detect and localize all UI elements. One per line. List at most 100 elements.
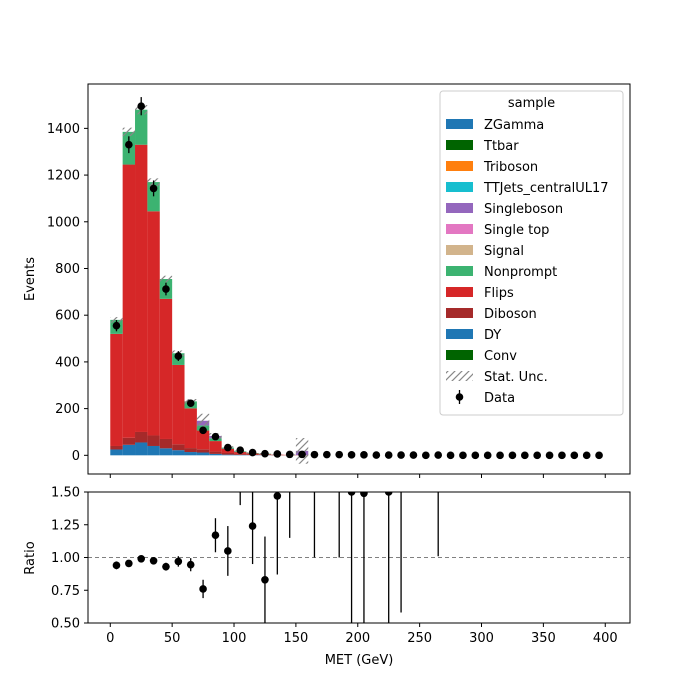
data-point: [199, 426, 207, 435]
ratio-y-tick-label: 1.50: [51, 486, 80, 501]
ratio-point: [224, 547, 232, 555]
ratio-point: [186, 560, 195, 569]
legend-swatch: [446, 350, 473, 360]
bar-dy: [147, 445, 160, 456]
ratio-points: [112, 292, 442, 623]
bar-dy: [172, 450, 185, 456]
main-x-ticks: [109, 474, 606, 478]
bar-dy: [209, 453, 222, 456]
bar-nonprompt: [135, 109, 148, 145]
data-point: [310, 450, 319, 459]
bar-flips: [209, 441, 222, 452]
data-point: [496, 451, 504, 460]
stat-unc-band: [159, 275, 173, 283]
ratio-point: [273, 492, 282, 500]
ratio-y-axis-label: Ratio: [23, 541, 38, 574]
ratio-point: [162, 562, 170, 571]
bar-flips: [196, 430, 210, 450]
bar-diboson: [209, 451, 222, 454]
ratio-point: [286, 357, 294, 365]
y-tick-label: 1000: [47, 215, 80, 230]
ratio-point: [360, 492, 368, 498]
data-point: [224, 443, 232, 452]
y-tick-label: 400: [55, 355, 80, 370]
ratio-y-ticks: 0.50 0.75 1.00 1.25 1.50: [51, 486, 88, 632]
legend-label: ZGamma: [484, 118, 544, 133]
ratio-point: [397, 423, 405, 431]
bar-dy: [122, 444, 136, 456]
x-tick-label: 150: [283, 631, 308, 646]
data-point: [422, 451, 430, 460]
bar-dy: [184, 452, 197, 456]
legend-swatch: [446, 329, 473, 339]
data-point: [360, 451, 368, 459]
ratio-y-tick-label: 0.75: [51, 584, 80, 599]
data-point: [162, 285, 170, 293]
bar-diboson: [159, 438, 173, 449]
data-point: [236, 446, 245, 454]
data-point: [521, 451, 529, 460]
main-y-axis-label: Events: [23, 257, 38, 301]
legend-label: Stat. Unc.: [484, 370, 548, 385]
bar-diboson: [172, 444, 185, 451]
y-tick-label: 200: [55, 402, 80, 417]
data-point: [186, 399, 195, 408]
ratio-point: [384, 492, 393, 496]
legend-swatch: [446, 266, 473, 276]
ratio-point: [335, 292, 343, 300]
data-point: [409, 451, 418, 459]
data-point: [384, 451, 393, 459]
main-axes-frame: [87, 83, 631, 475]
data-point: [483, 451, 492, 460]
ratio-point: [434, 423, 442, 431]
y-tick-label: 800: [55, 262, 80, 277]
legend-title: sample: [508, 96, 555, 111]
legend-swatch-stat-unc: [446, 371, 473, 381]
data-point: [112, 321, 121, 330]
data-point: [174, 352, 183, 360]
data-point: [397, 451, 405, 459]
data-point: [211, 432, 220, 441]
legend-swatch: [446, 245, 473, 255]
legend-swatch: [446, 203, 473, 213]
legend-swatch: [446, 308, 473, 318]
y-tick-label: 0: [72, 449, 80, 464]
main-y-ticks: 0 200 400 600 800 1000 1200 1400: [47, 122, 88, 464]
x-tick-label: 250: [407, 631, 432, 646]
data-point: [137, 102, 146, 110]
bar-diboson: [221, 452, 235, 455]
bar-flips: [135, 144, 148, 432]
legend-label: Triboson: [483, 160, 538, 175]
legend-label: Flips: [484, 286, 514, 301]
x-tick-label: 0: [106, 631, 114, 646]
stat-unc-band: [196, 413, 210, 428]
legend-swatch: [446, 287, 473, 297]
ratio-y-tick-label: 1.00: [51, 551, 80, 566]
legend-data-marker: [455, 393, 464, 401]
ratio-point: [248, 522, 257, 530]
legend-label: DY: [484, 328, 501, 343]
y-tick-label: 1200: [47, 169, 80, 184]
legend-swatch: [446, 119, 473, 129]
ratio-point: [174, 557, 183, 566]
legend-swatch: [446, 161, 473, 171]
data-point: [335, 450, 344, 459]
bar-flips: [172, 364, 185, 445]
data-point: [558, 451, 566, 460]
legend-label: TTJets_centralUL17: [483, 181, 609, 196]
bar-flips: [147, 211, 160, 436]
data-point: [570, 451, 579, 460]
x-tick-label: 400: [593, 631, 618, 646]
ratio-y-tick-label: 0.50: [51, 617, 80, 632]
stat-unc-band: [110, 317, 123, 323]
x-tick-label: 50: [164, 631, 181, 646]
bar-flips: [110, 333, 123, 446]
data-point: [446, 451, 455, 460]
bar-flips: [159, 298, 173, 439]
ratio-x-ticks: 0 50 100 150 200 250 300 350 400: [106, 623, 618, 646]
bar-diboson: [135, 431, 148, 443]
x-tick-label: 350: [531, 631, 556, 646]
y-tick-label: 600: [55, 309, 80, 324]
main-panel: 0 200 400 600 800 1000 1200 1400 Events sample Z…: [23, 83, 631, 478]
